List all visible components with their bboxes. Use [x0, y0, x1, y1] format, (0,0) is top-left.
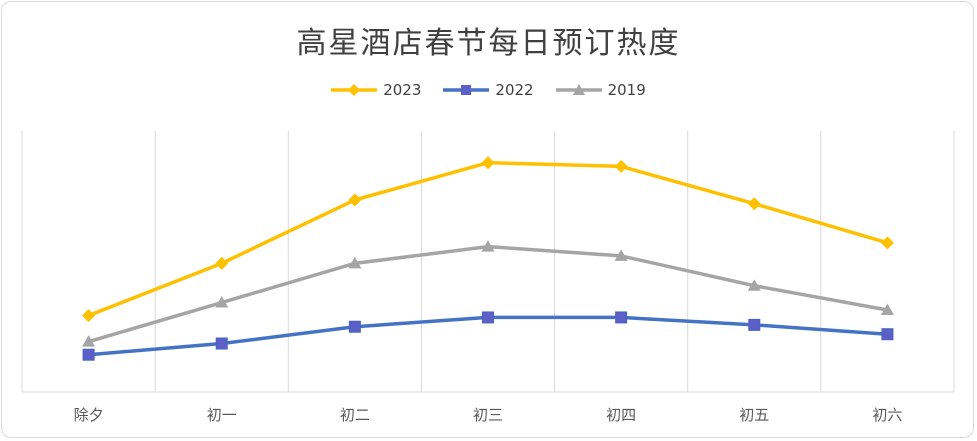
data-point-2023 [215, 256, 229, 270]
data-point-2023 [747, 197, 761, 211]
legend-swatch [443, 85, 490, 95]
data-point-2022 [348, 320, 361, 333]
data-point-2023 [348, 193, 362, 207]
x-tick-label: 初一 [207, 406, 237, 424]
data-point-2022 [482, 311, 494, 324]
legend-swatch [331, 84, 378, 96]
legend-item-2022: 2022 [443, 81, 534, 99]
chart-title: 高星酒店春节每日预订热度 [296, 26, 681, 61]
x-tick-label: 除夕 [74, 406, 104, 424]
data-point-2022 [615, 311, 628, 324]
x-tick-label: 初六 [872, 406, 902, 424]
data-point-2023 [614, 159, 628, 173]
legend-swatch-marker [461, 85, 472, 95]
legend: 2023 2022 2019 [0, 81, 977, 99]
legend-swatch-marker [572, 84, 585, 95]
data-point-2023 [880, 236, 894, 250]
legend-swatch-marker [348, 84, 361, 96]
legend-label: 2019 [607, 81, 646, 99]
data-point-2019 [880, 303, 894, 315]
x-tick-label: 初二 [340, 406, 370, 424]
legend-item-2019: 2019 [555, 81, 646, 99]
data-point-2022 [748, 318, 761, 331]
x-tick-label: 初三 [473, 406, 503, 424]
data-point-2022 [881, 328, 894, 341]
data-point-2022 [82, 348, 95, 361]
data-point-2019 [348, 256, 362, 269]
x-tick-label: 初五 [739, 406, 769, 424]
data-point-2019 [614, 249, 628, 261]
data-point-2019 [215, 296, 229, 308]
x-tick-label: 初四 [606, 406, 636, 424]
data-point-2019 [747, 279, 761, 291]
legend-label: 2022 [495, 81, 534, 99]
legend-swatch [555, 84, 602, 95]
legend-item-2023: 2023 [331, 81, 421, 99]
series-line-2023 [86, 160, 890, 318]
data-point-2023 [82, 309, 96, 323]
data-point-2023 [481, 156, 495, 170]
legend-label: 2023 [383, 81, 422, 99]
data-point-2022 [215, 337, 228, 350]
data-point-2019 [481, 240, 495, 252]
data-point-2019 [82, 335, 96, 347]
